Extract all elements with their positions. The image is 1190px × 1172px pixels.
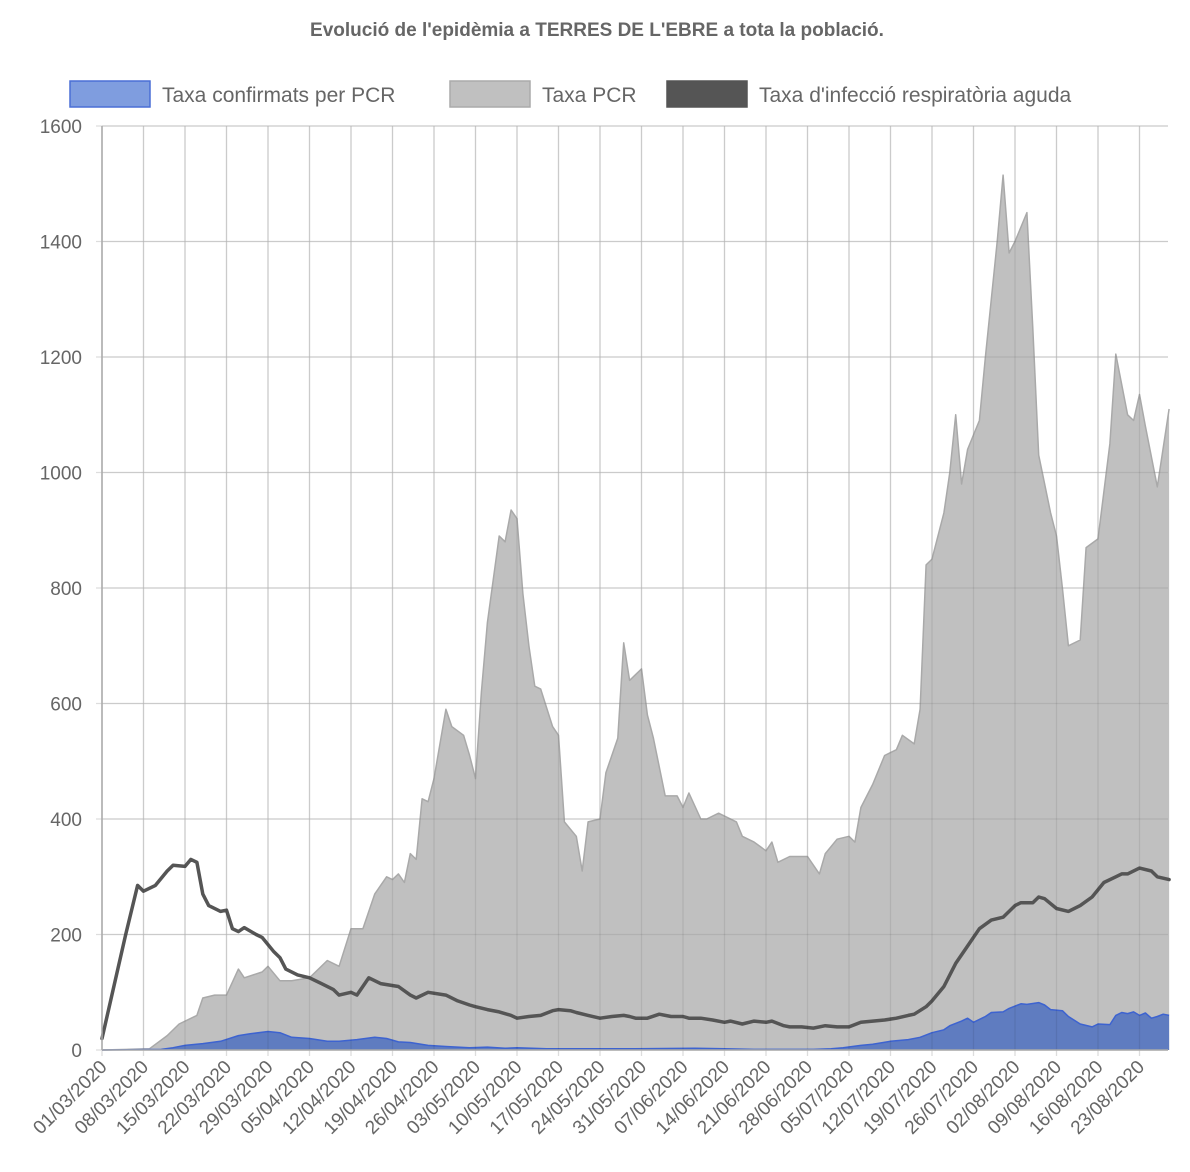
legend-label: Taxa PCR <box>542 84 637 107</box>
line-taxa-pcr <box>101 174 1170 1051</box>
legend-swatch <box>69 80 151 108</box>
legend-swatch <box>449 80 531 108</box>
legend: Taxa confirmats per PCR Taxa PCR Taxa d'in… <box>69 80 1072 108</box>
line-taxa-d-infecci-respirat-ria-aguda <box>100 857 1171 1041</box>
y-tick-label: 1000 <box>40 464 82 485</box>
line-taxa-confirmats-per-pcr <box>101 1001 1170 1051</box>
legend-label: Taxa d'infecció respiratòria aguda <box>759 84 1072 107</box>
legend-swatch <box>666 80 748 108</box>
y-tick-label: 1600 <box>40 117 82 138</box>
y-tick-label: 1200 <box>40 348 82 369</box>
y-tick-label: 800 <box>50 579 82 600</box>
area-taxa-pcr <box>102 175 1170 1051</box>
y-tick-label: 200 <box>50 926 82 947</box>
y-tick-label: 0 <box>71 1041 82 1062</box>
chart-title: Evolució de l'epidèmia a TERRES DE L'EBR… <box>310 20 884 41</box>
y-tick-label: 1400 <box>40 233 82 254</box>
series-layer <box>100 125 1171 1051</box>
legend-label: Taxa confirmats per PCR <box>162 84 395 107</box>
y-tick-label: 400 <box>50 810 82 831</box>
y-tick-label: 600 <box>50 695 82 716</box>
